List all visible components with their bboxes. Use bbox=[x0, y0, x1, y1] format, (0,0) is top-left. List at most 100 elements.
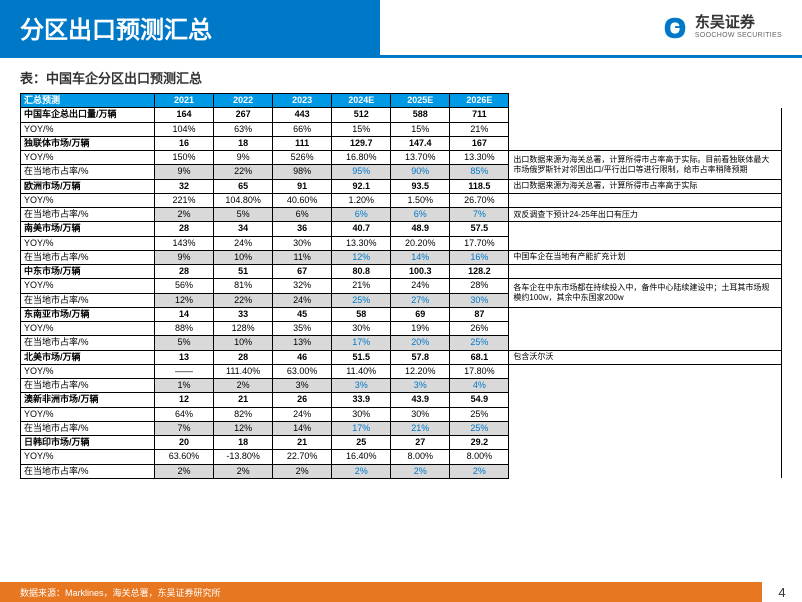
data-cell: 7% bbox=[155, 421, 214, 435]
note-cell bbox=[509, 464, 782, 478]
data-cell: 57.5 bbox=[450, 222, 509, 236]
note-cell bbox=[509, 108, 782, 122]
data-cell: 29.2 bbox=[450, 436, 509, 450]
note-cell: 各车企在中东市场都在持续投入中，备件中心陆续建设中；土耳其市场规模约100w，其… bbox=[509, 279, 782, 308]
data-cell: 58 bbox=[332, 307, 391, 321]
row-label: 澳新非洲市场/万辆 bbox=[21, 393, 155, 407]
col-header-label: 汇总预测 bbox=[21, 94, 155, 108]
data-cell: 28% bbox=[450, 279, 509, 293]
data-cell: 15% bbox=[332, 122, 391, 136]
data-cell: 2% bbox=[391, 464, 450, 478]
data-cell: 68.1 bbox=[450, 350, 509, 364]
data-cell: 87 bbox=[450, 307, 509, 321]
data-cell: 12.20% bbox=[391, 364, 450, 378]
note-cell: 出口数据来源为海关总署，计算所得市占率高于实际 bbox=[509, 179, 782, 193]
data-cell: 267 bbox=[214, 108, 273, 122]
data-cell: 5% bbox=[155, 336, 214, 350]
data-cell: 13.30% bbox=[332, 236, 391, 250]
row-label: 南美市场/万辆 bbox=[21, 222, 155, 236]
col-header-year: 2025E bbox=[391, 94, 450, 108]
row-label: 在当地市占率/% bbox=[21, 336, 155, 350]
data-cell: 1.20% bbox=[332, 193, 391, 207]
data-cell: 32% bbox=[273, 279, 332, 293]
data-cell: 32 bbox=[155, 179, 214, 193]
row-label: 在当地市占率/% bbox=[21, 464, 155, 478]
row-label: 在当地市占率/% bbox=[21, 293, 155, 307]
data-cell: 69 bbox=[391, 307, 450, 321]
note-cell: 双反调查下预计24-25年出口有压力 bbox=[509, 208, 782, 222]
data-cell: 48.9 bbox=[391, 222, 450, 236]
data-cell: 30% bbox=[273, 236, 332, 250]
data-cell: 80.8 bbox=[332, 265, 391, 279]
data-cell: 90% bbox=[391, 165, 450, 179]
table-title: 表：中国车企分区出口预测汇总 bbox=[0, 58, 802, 93]
data-cell: 28 bbox=[155, 265, 214, 279]
note-cell bbox=[509, 236, 782, 250]
row-label: YOY/% bbox=[21, 279, 155, 293]
data-cell: 66% bbox=[273, 122, 332, 136]
data-cell: 18 bbox=[214, 436, 273, 450]
data-cell: 67 bbox=[273, 265, 332, 279]
data-cell: 88% bbox=[155, 322, 214, 336]
data-cell: 21% bbox=[391, 421, 450, 435]
data-cell: 21 bbox=[214, 393, 273, 407]
data-cell: 3% bbox=[391, 379, 450, 393]
note-cell bbox=[509, 136, 782, 150]
note-cell: 出口数据来源为海关总署，计算所得市占率高于实际。目前看独联体最大市场俄罗斯针对邻… bbox=[509, 151, 782, 180]
row-label: YOY/% bbox=[21, 151, 155, 165]
data-cell: 2% bbox=[450, 464, 509, 478]
data-cell: 164 bbox=[155, 108, 214, 122]
header: 分区出口预测汇总 东吴证券 SOOCHOW SECURITIES bbox=[0, 0, 802, 58]
data-cell: 6% bbox=[273, 208, 332, 222]
col-header-year: 2026E bbox=[450, 94, 509, 108]
table-container: 汇总预测2021202220232024E2025E2026E 中国车企总出口量… bbox=[0, 93, 802, 479]
col-header-year: 2021 bbox=[155, 94, 214, 108]
note-cell: 包含沃尔沃 bbox=[509, 350, 782, 364]
data-cell: 13.70% bbox=[391, 151, 450, 165]
data-cell: 17% bbox=[332, 421, 391, 435]
data-cell: 45 bbox=[273, 307, 332, 321]
data-cell: 26 bbox=[273, 393, 332, 407]
data-cell: 443 bbox=[273, 108, 332, 122]
data-cell: 711 bbox=[450, 108, 509, 122]
data-cell: 85% bbox=[450, 165, 509, 179]
data-cell: 2% bbox=[155, 208, 214, 222]
data-cell: 1.50% bbox=[391, 193, 450, 207]
data-cell: 43.9 bbox=[391, 393, 450, 407]
data-cell: 63.60% bbox=[155, 450, 214, 464]
data-cell: 526% bbox=[273, 151, 332, 165]
data-cell: 20 bbox=[155, 436, 214, 450]
row-label: 欧洲市场/万辆 bbox=[21, 179, 155, 193]
logo: 东吴证券 SOOCHOW SECURITIES bbox=[380, 14, 802, 42]
data-cell: 93.5 bbox=[391, 179, 450, 193]
data-cell: 111.40% bbox=[214, 364, 273, 378]
note-cell bbox=[509, 364, 782, 378]
data-cell: 147.4 bbox=[391, 136, 450, 150]
row-label: YOY/% bbox=[21, 407, 155, 421]
data-cell: 24% bbox=[273, 293, 332, 307]
data-cell: 22% bbox=[214, 293, 273, 307]
row-label: 中国车企总出口量/万辆 bbox=[21, 108, 155, 122]
data-cell: 22% bbox=[214, 165, 273, 179]
data-cell: 24% bbox=[391, 279, 450, 293]
data-cell: 30% bbox=[332, 407, 391, 421]
data-cell: 14% bbox=[391, 250, 450, 264]
row-label: YOY/% bbox=[21, 193, 155, 207]
data-cell: 21% bbox=[332, 279, 391, 293]
note-cell: 中国车企在当地有产能扩充计划 bbox=[509, 250, 782, 264]
data-cell: 11.40% bbox=[332, 364, 391, 378]
note-cell bbox=[509, 450, 782, 464]
note-cell bbox=[509, 122, 782, 136]
data-cell: 25% bbox=[450, 407, 509, 421]
data-cell: 4% bbox=[450, 379, 509, 393]
note-cell bbox=[509, 222, 782, 236]
data-cell: 10% bbox=[214, 336, 273, 350]
data-cell: 118.5 bbox=[450, 179, 509, 193]
data-cell: 25% bbox=[450, 421, 509, 435]
note-cell bbox=[509, 421, 782, 435]
data-cell: 40.7 bbox=[332, 222, 391, 236]
data-cell: 1% bbox=[155, 379, 214, 393]
row-label: 在当地市占率/% bbox=[21, 250, 155, 264]
data-cell: 2% bbox=[214, 379, 273, 393]
row-label: YOY/% bbox=[21, 122, 155, 136]
